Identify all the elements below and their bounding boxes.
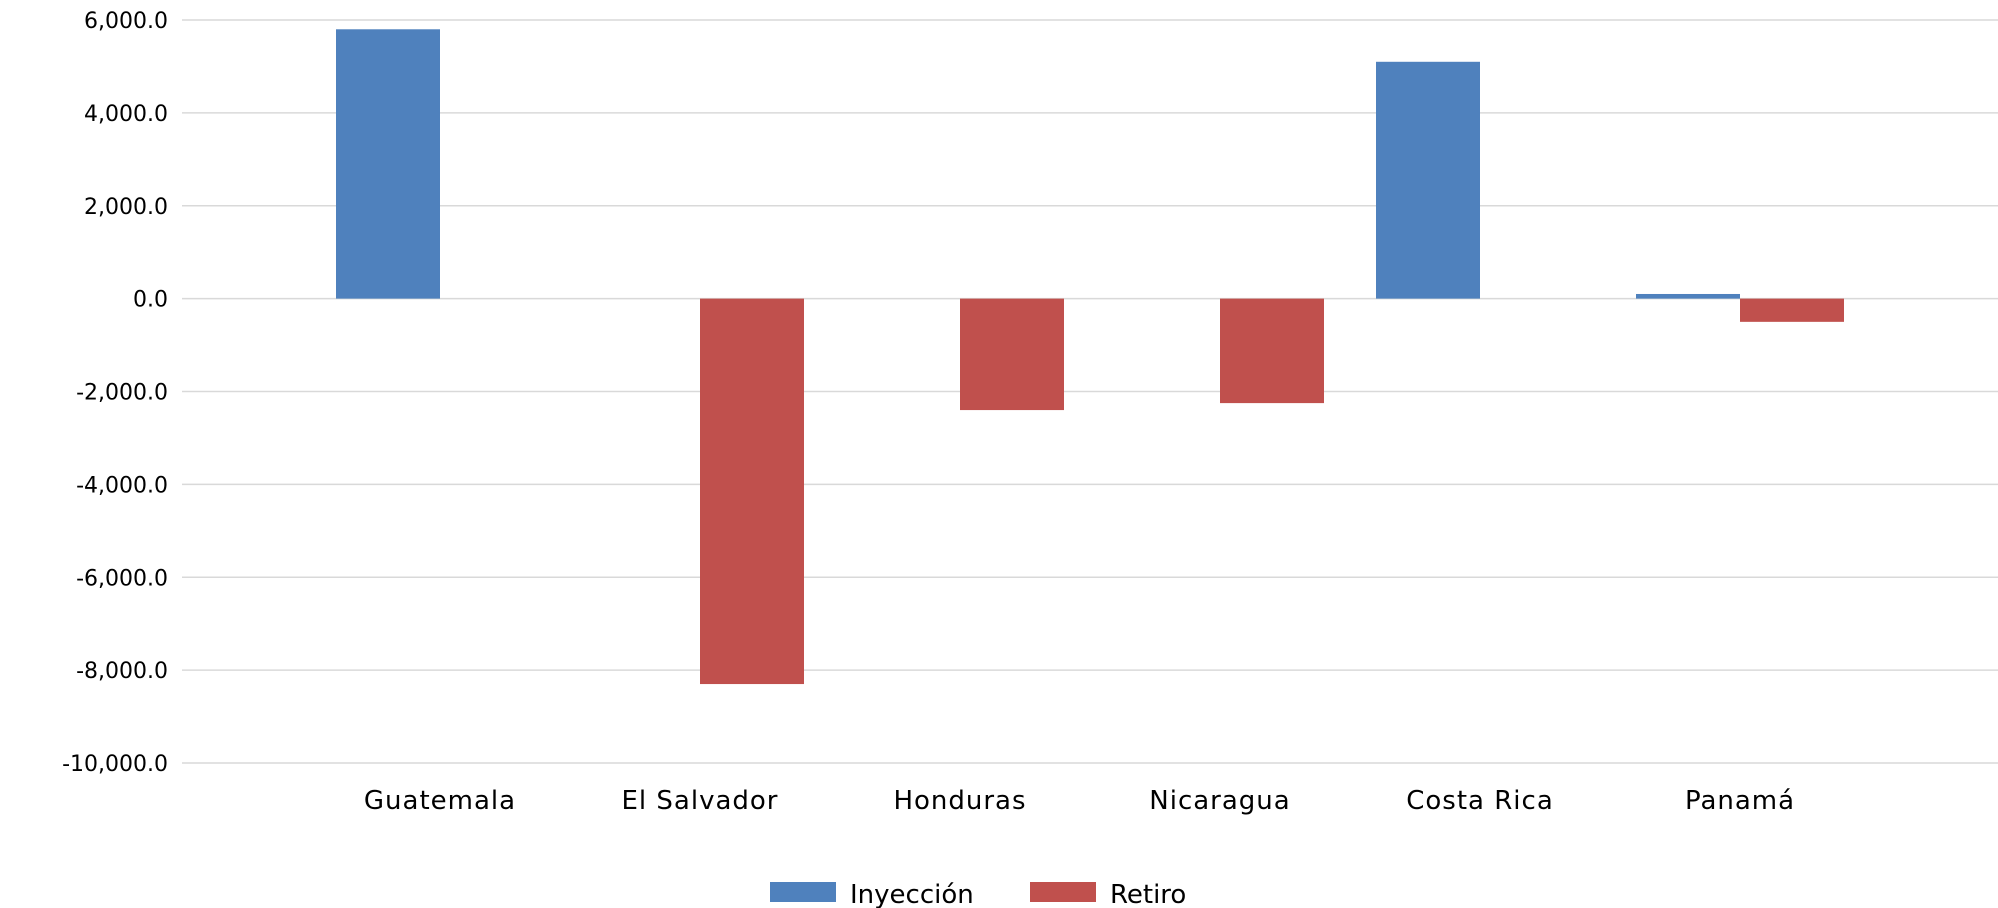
- y-axis-ticks: 6,000.0 4,000.0 2,000.0 0.0 -2,000.0 -4,000.0…: [62, 9, 168, 777]
- legend: Inyección Retiro: [770, 880, 1186, 908]
- legend-label: Inyección: [850, 880, 974, 908]
- bar-inyeccion: [1376, 61, 1480, 299]
- x-category-label: Honduras: [893, 786, 1026, 816]
- x-category-label: Panamá: [1685, 786, 1795, 816]
- bar-retiro: [1740, 298, 1844, 322]
- y-tick-label: 4,000.0: [84, 102, 168, 127]
- x-category-label: El Salvador: [622, 786, 779, 816]
- gridlines: [182, 19, 1998, 764]
- y-tick-label: 0.0: [133, 288, 168, 313]
- bars: [336, 29, 1844, 685]
- bar-inyeccion: [1636, 293, 1740, 299]
- y-tick-label: 6,000.0: [84, 9, 168, 34]
- bar-inyeccion: [336, 29, 440, 299]
- x-axis-categories: Guatemala El Salvador Honduras Nicaragua Cos…: [364, 786, 1795, 816]
- y-tick-label: -6,000.0: [76, 566, 168, 591]
- bar-retiro: [1220, 298, 1324, 404]
- legend-swatch: [770, 882, 836, 902]
- legend-label: Retiro: [1110, 880, 1186, 908]
- y-tick-label: -2,000.0: [76, 381, 168, 406]
- x-category-label: Costa Rica: [1406, 786, 1554, 816]
- legend-swatch: [1030, 882, 1096, 902]
- bar-retiro: [960, 298, 1064, 411]
- bar-retiro: [700, 298, 804, 685]
- y-tick-label: -10,000.0: [62, 752, 168, 777]
- y-tick-label: 2,000.0: [84, 195, 168, 220]
- y-tick-label: -4,000.0: [76, 473, 168, 498]
- y-tick-label: -8,000.0: [76, 659, 168, 684]
- x-category-label: Guatemala: [364, 786, 516, 816]
- x-category-label: Nicaragua: [1149, 786, 1290, 816]
